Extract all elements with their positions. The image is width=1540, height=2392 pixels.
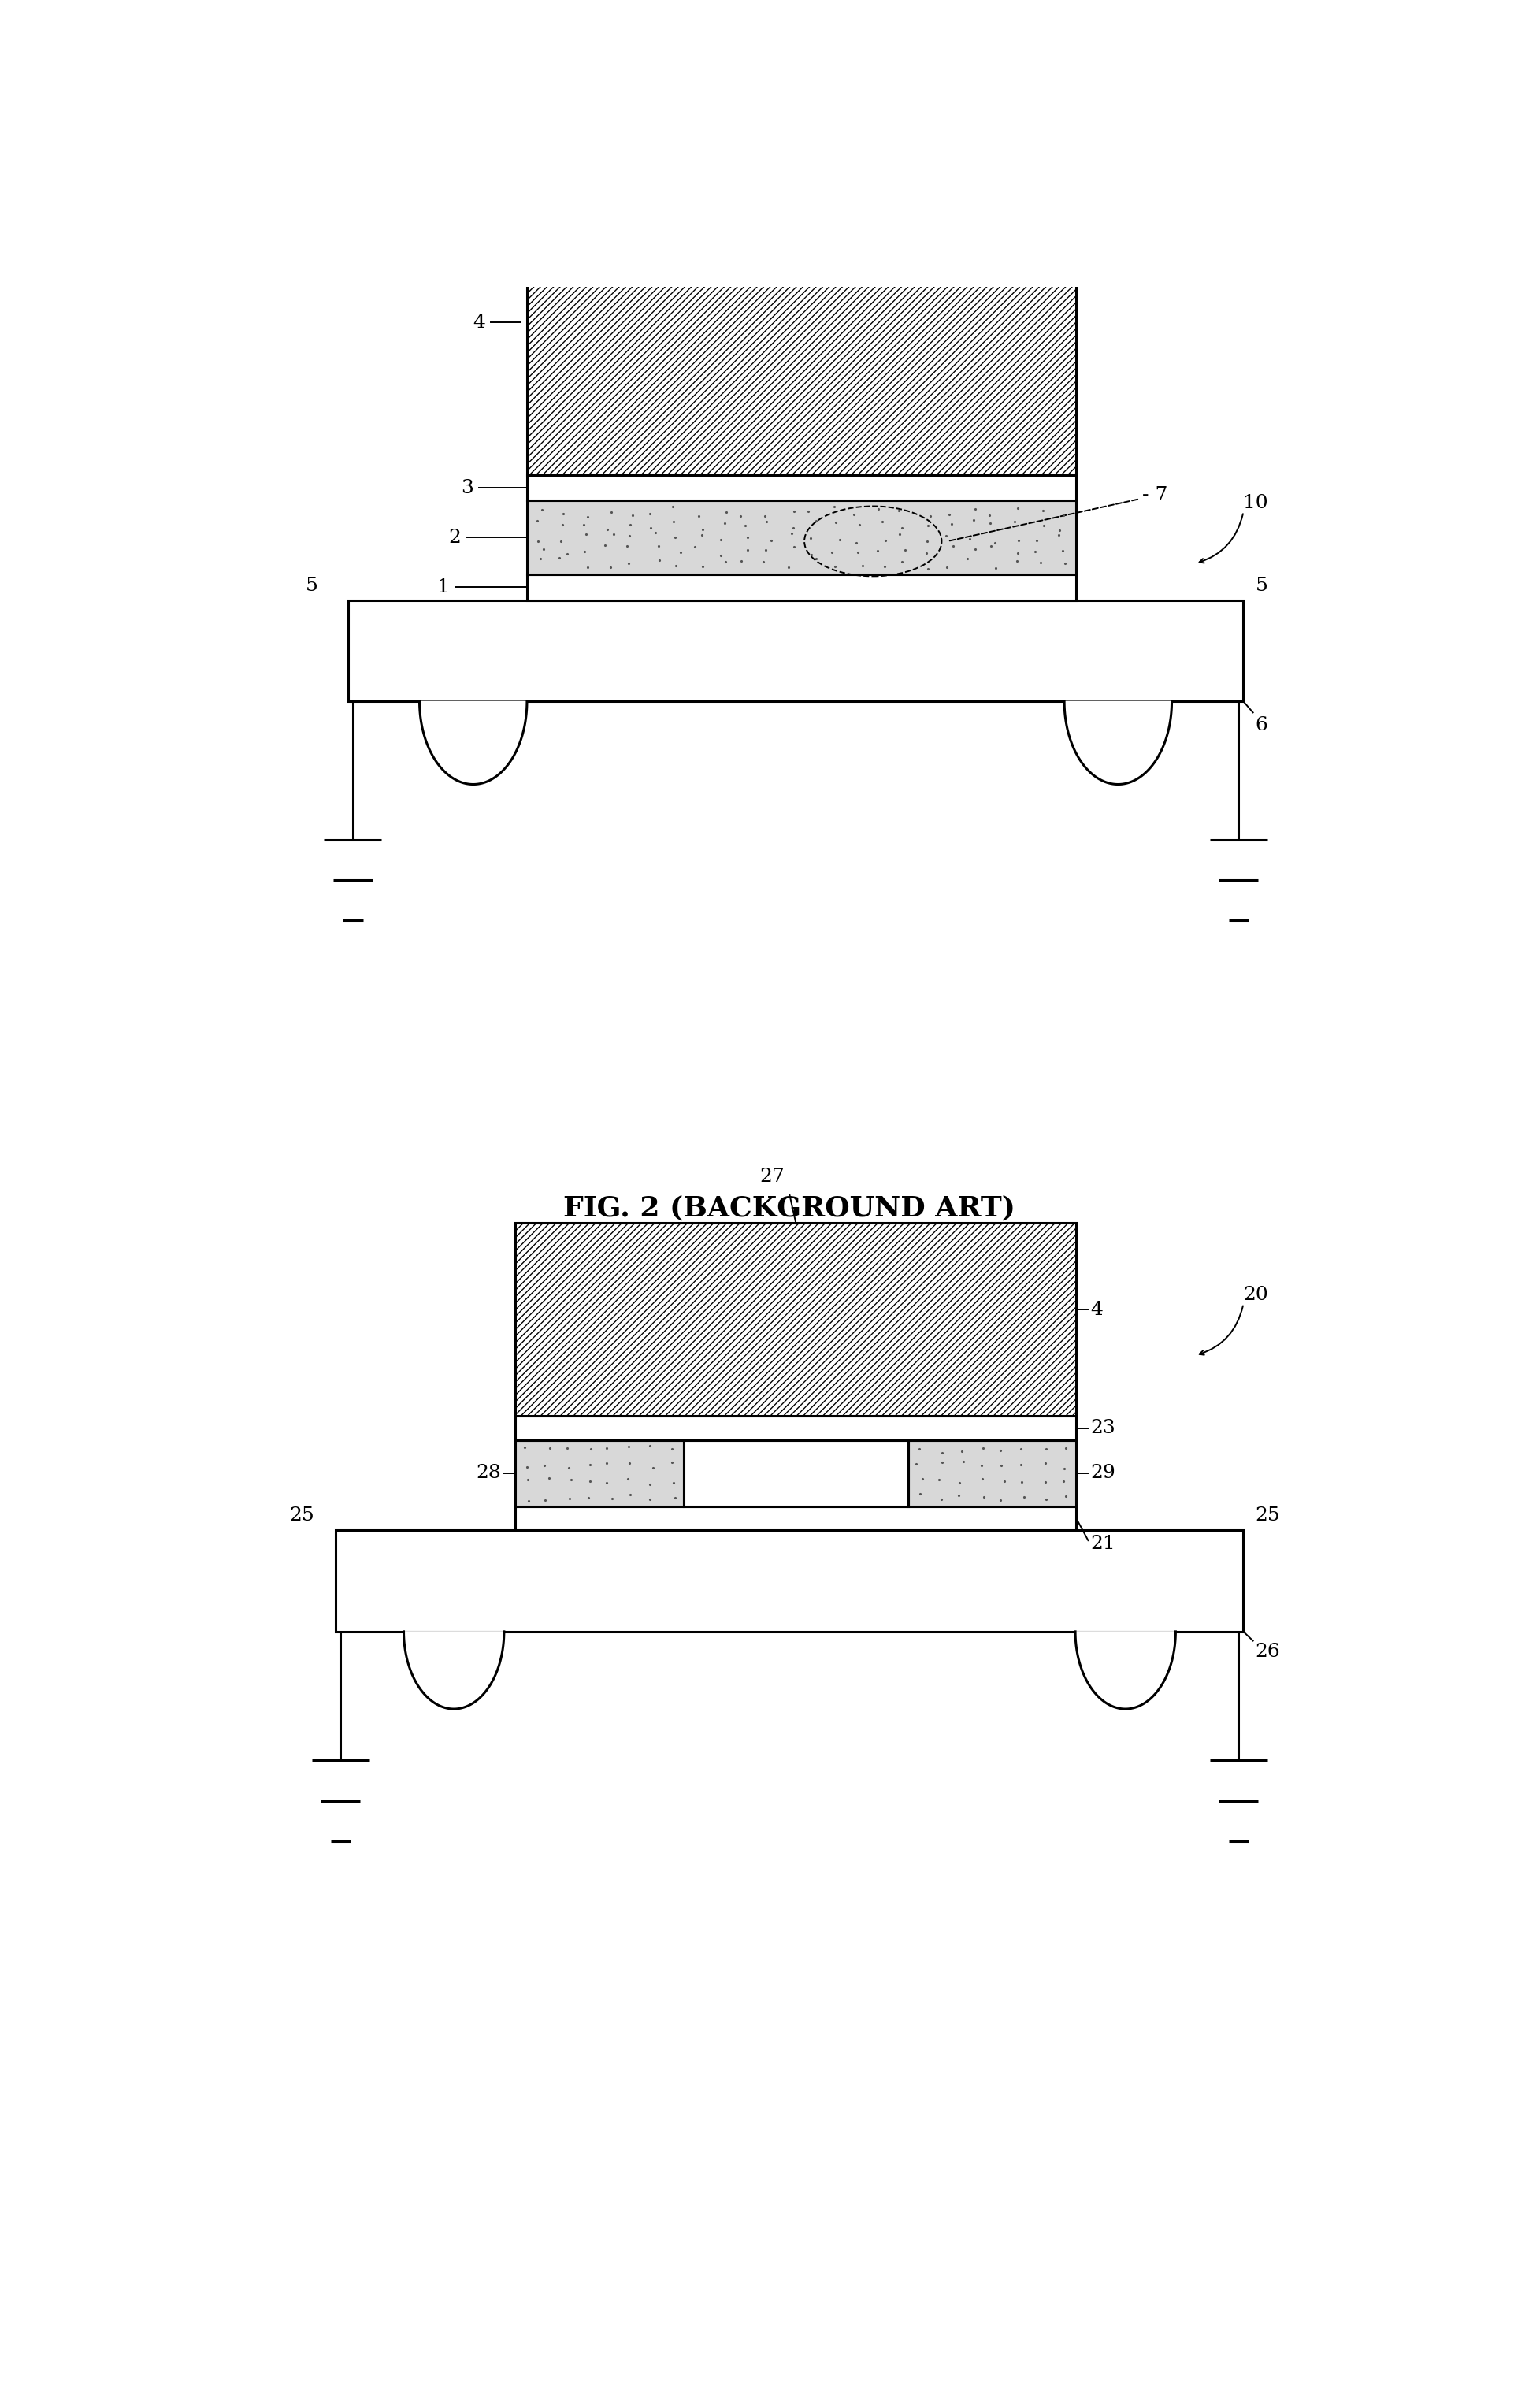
Text: 4: 4	[473, 313, 485, 332]
Text: 5: 5	[305, 576, 317, 596]
Bar	[336, 1531, 1243, 1631]
Bar	[684, 1440, 907, 1507]
Text: 29: 29	[1090, 1464, 1115, 1483]
Text: FIG. 2 (BACKGROUND ART): FIG. 2 (BACKGROUND ART)	[564, 1194, 1015, 1222]
Text: 28: 28	[476, 1464, 500, 1483]
Bar	[527, 500, 1075, 574]
Text: - 7: - 7	[949, 486, 1167, 541]
Bar	[348, 600, 1243, 701]
Bar	[527, 476, 1075, 500]
Bar	[514, 1222, 1075, 1416]
Polygon shape	[1075, 1631, 1175, 1708]
Text: FIG. 1 (BACKGROUND ART): FIG. 1 (BACKGROUND ART)	[564, 392, 1015, 421]
Text: 25: 25	[1255, 1507, 1280, 1524]
Polygon shape	[419, 701, 527, 785]
Text: 1: 1	[437, 579, 450, 596]
Text: 4: 4	[1090, 1301, 1103, 1318]
Text: 27: 27	[759, 1167, 784, 1186]
Bar	[907, 1440, 1075, 1507]
Text: 21: 21	[1090, 1536, 1115, 1552]
Bar	[527, 574, 1075, 600]
Text: 23: 23	[1090, 1418, 1115, 1438]
Text: 25: 25	[290, 1507, 314, 1524]
Polygon shape	[403, 1631, 504, 1708]
Text: 6: 6	[1255, 715, 1267, 734]
Bar	[527, 263, 1075, 476]
Bar	[514, 1416, 1075, 1440]
Bar	[514, 1507, 1075, 1531]
Bar	[514, 1440, 684, 1507]
Text: 26: 26	[1255, 1643, 1280, 1660]
Text: 2: 2	[448, 529, 460, 548]
Text: 3: 3	[460, 478, 473, 498]
Text: 10: 10	[1243, 493, 1267, 512]
Text: 5: 5	[1255, 576, 1267, 596]
Text: 20: 20	[1243, 1287, 1267, 1304]
Polygon shape	[1064, 701, 1172, 785]
